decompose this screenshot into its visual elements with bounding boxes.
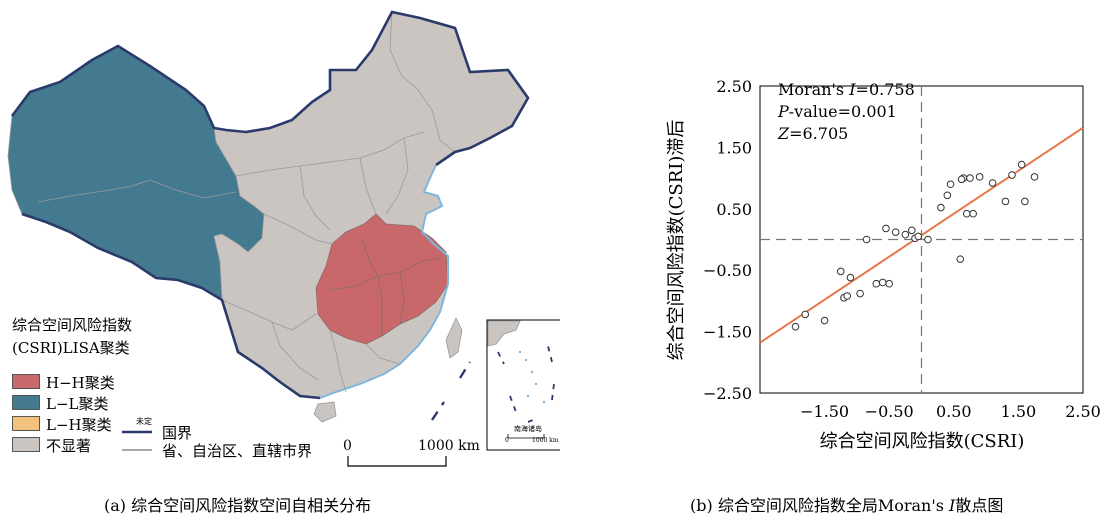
map-boundary-provinces	[221, 131, 425, 393]
scatter-point	[914, 232, 923, 241]
moran-scatter-chart: −1.50 −0.50 0.50 1.50 2.502.501.500.50−0.50−…	[666, 77, 1100, 452]
x-tick-label: 2.50	[1065, 402, 1100, 421]
legend-national-border-label: 国界	[162, 424, 193, 442]
legend-swatch-hh	[12, 374, 40, 389]
scatter-point	[943, 191, 952, 200]
scatter-point	[856, 289, 864, 298]
legend-swatch-lh	[12, 416, 40, 431]
scatter-point	[937, 203, 945, 212]
scatter-point	[836, 267, 845, 276]
stats-annotation: Moran's I=0.758 P-value=0.001 Z=6.705	[777, 80, 915, 143]
chart-caption: (b) 综合空间风险指数全局Moran's I散点图	[690, 496, 1004, 515]
scatter-point	[801, 310, 810, 319]
stat-moran: Moran's I=0.758	[778, 80, 915, 99]
map-island-taiwan	[445, 317, 463, 359]
scatter-point	[885, 279, 894, 288]
y-axis-title: 综合空间风险指数(CSRI)滞后	[666, 120, 687, 361]
map-island-hainan	[313, 401, 337, 423]
map-scale-bar	[347, 456, 447, 467]
scatter-point	[862, 235, 871, 244]
scatter-point	[975, 173, 984, 181]
legend-items: H−H聚类 L−L聚类 L−H聚类 不显著	[12, 372, 122, 462]
map-scale-end: 1000 km	[418, 438, 480, 454]
lisa-map-panel: .fill-ns { fill:#cbc5c2; stroke:#9a9a9a;…	[7, 10, 560, 515]
map-disputed-dashes	[431, 361, 472, 421]
scatter-point	[1008, 171, 1016, 179]
legend-label-ll: L−L聚类	[46, 395, 109, 413]
map-national-border	[10, 10, 530, 167]
legend-swatch-ll	[12, 395, 40, 410]
map-national-border-south	[21, 212, 321, 400]
map-coastline	[319, 164, 449, 399]
scatter-point	[891, 228, 900, 236]
y-tick-label: 2.50	[716, 77, 752, 96]
map-inset-scale-zero: 0	[505, 437, 509, 444]
y-tick-label: −0.50	[703, 261, 752, 280]
scatter-point	[966, 174, 974, 182]
y-tick-label: 0.50	[716, 200, 752, 219]
map-region-hh-cluster	[315, 213, 449, 345]
scatter-point	[820, 316, 829, 325]
scatter-point	[878, 278, 887, 287]
scatter-point	[908, 226, 916, 235]
scatter-point	[956, 255, 965, 263]
x-tick-label: 1.50	[1001, 402, 1037, 421]
stat-p-value: P-value=0.001	[777, 102, 897, 121]
scatter-point	[969, 209, 977, 218]
legend-label-hh: H−H聚类	[46, 374, 115, 392]
y-tick-label: 1.50	[716, 138, 752, 157]
scatter-point	[957, 175, 966, 184]
map-inset-scale-end: 1000 km	[532, 437, 559, 444]
legend-province-border-label: 省、自治区、直辖市界	[162, 442, 313, 460]
map-boundary-hh-inner	[329, 239, 441, 336]
legend-national-border-note: 未定	[136, 417, 152, 426]
legend-title-line2: (CSRI)LISA聚类	[12, 339, 130, 357]
scatter-point	[1001, 197, 1010, 206]
scatter-point	[1030, 173, 1039, 181]
scatter-point	[846, 273, 855, 282]
map-legend: 综合空间风险指数 (CSRI)LISA聚类	[12, 316, 132, 358]
scatter-point	[988, 179, 997, 187]
scatter-point	[962, 209, 971, 218]
map-inset-label: 南海诸岛	[514, 425, 542, 433]
map-inset-frame	[486, 319, 560, 451]
map-inset-scale-bar	[507, 434, 545, 439]
scatter-point	[872, 279, 881, 288]
legend-swatch-not-significant	[12, 437, 40, 452]
scatter-point	[843, 292, 852, 300]
map-inset-islands	[518, 350, 546, 404]
x-tick-label: 0.50	[936, 402, 972, 421]
scatter-point	[791, 322, 800, 331]
y-tick-label: −2.50	[703, 384, 752, 403]
map-inset-coast	[487, 320, 521, 347]
legend-label-not-significant: 不显著	[46, 437, 92, 455]
y-tick-label: −1.50	[703, 323, 752, 342]
map-scale-zero: 0	[343, 438, 352, 454]
scatter-point	[901, 230, 910, 239]
scatter-point	[946, 180, 955, 189]
x-axis-title: 综合空间风险指数(CSRI)	[820, 431, 1025, 452]
scatter-point	[1017, 160, 1026, 169]
legend-title-line1: 综合空间风险指数	[12, 316, 133, 334]
china-lisa-map	[7, 10, 560, 467]
scatter-point	[1021, 197, 1029, 206]
map-boundary-ll-inner	[37, 179, 237, 203]
moran-scatter-panel: −1.50 −0.50 0.50 1.50 2.50 2.50 1.50 0.50 −0.50−…	[560, 0, 1100, 522]
map-caption: (a) 综合空间风险指数空间自相关分布	[104, 496, 372, 515]
scatter-point	[882, 224, 890, 233]
scatter-point	[924, 235, 932, 244]
x-tick-label: −0.50	[865, 402, 914, 421]
legend-label-lh: L−H聚类	[46, 416, 112, 434]
x-tick-label: −1.50	[800, 402, 849, 421]
stat-z: Z=6.705	[777, 124, 848, 143]
